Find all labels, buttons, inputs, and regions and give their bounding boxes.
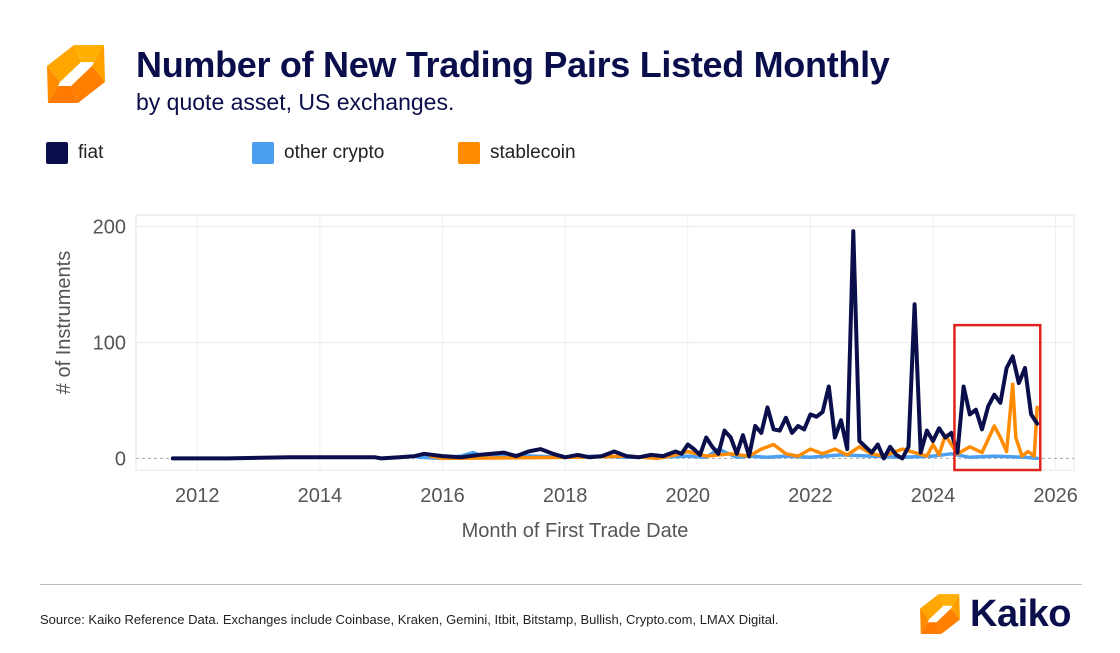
x-tick-label: 2022 xyxy=(788,485,833,507)
x-tick-label: 2016 xyxy=(420,485,465,507)
footer-divider xyxy=(40,584,1082,585)
source-note: Source: Kaiko Reference Data. Exchanges … xyxy=(40,612,779,627)
legend-label-other-crypto: other crypto xyxy=(284,142,385,163)
x-tick-label: 2024 xyxy=(911,485,956,507)
y-axis-title: # of Instruments xyxy=(53,251,75,394)
legend-label-fiat: fiat xyxy=(78,142,104,163)
legend-swatch-stablecoin xyxy=(458,142,480,164)
kaiko-logo-icon xyxy=(920,594,960,634)
y-tick-label: 0 xyxy=(115,448,126,470)
brand-name: Kaiko xyxy=(970,592,1071,635)
kaiko-logo-icon xyxy=(47,45,105,103)
highlight-box xyxy=(953,323,1042,472)
legend-swatch-other-crypto xyxy=(252,142,274,164)
page-title: Number of New Trading Pairs Listed Month… xyxy=(136,44,890,85)
series-line-fiat xyxy=(170,229,1040,461)
x-axis-title: Month of First Trade Date xyxy=(462,520,689,542)
legend-item-fiat: fiat xyxy=(46,142,103,164)
y-tick-label: 100 xyxy=(93,333,126,355)
page-subtitle: by quote asset, US exchanges. xyxy=(136,89,455,115)
series-line-stablecoin xyxy=(428,382,1039,461)
x-tick-label: 2012 xyxy=(175,485,220,507)
brand-logo: Kaiko xyxy=(918,592,1071,636)
legend-item-other-crypto: other crypto xyxy=(252,142,384,164)
x-tick-label: 2018 xyxy=(543,485,588,507)
legend-swatch-fiat xyxy=(46,142,68,164)
x-tick-label: 2020 xyxy=(666,485,711,507)
legend-item-stablecoin: stablecoin xyxy=(458,142,576,164)
y-tick-label: 200 xyxy=(93,217,126,239)
legend-label-stablecoin: stablecoin xyxy=(490,142,576,163)
line-chart: 0 100 200 2012 2014 2016 2018 2020 2022 2024 2026 M… xyxy=(53,214,1078,542)
chart-legend: fiat other crypto stablecoin xyxy=(46,142,746,168)
x-tick-label: 2026 xyxy=(1033,485,1078,507)
x-tick-label: 2014 xyxy=(298,485,343,507)
